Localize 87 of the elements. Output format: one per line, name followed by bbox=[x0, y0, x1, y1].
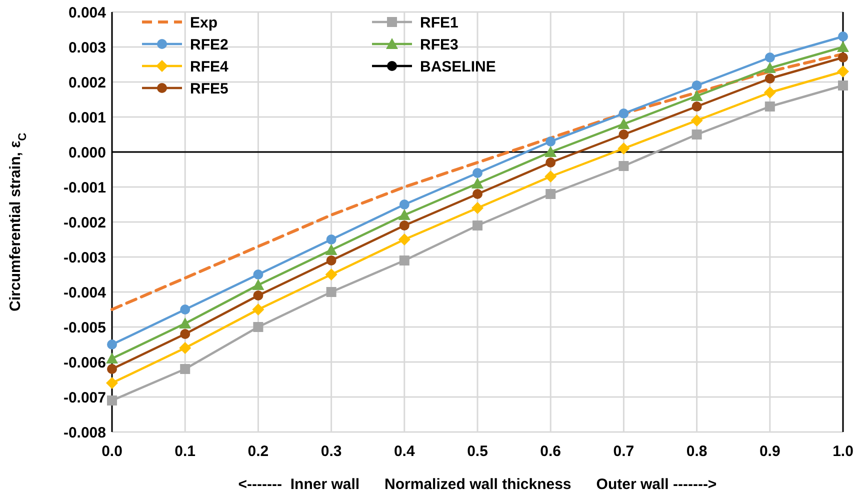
y-tick-label: 0.003 bbox=[68, 39, 106, 56]
point bbox=[692, 130, 702, 140]
point bbox=[544, 146, 557, 157]
point bbox=[398, 234, 410, 246]
point bbox=[692, 102, 702, 112]
y-tick-label: -0.007 bbox=[63, 389, 106, 406]
legend-label: BASELINE bbox=[420, 58, 496, 76]
x-tick-label: 0.4 bbox=[394, 443, 416, 460]
point bbox=[618, 118, 630, 129]
point bbox=[690, 90, 703, 101]
y-tick-label: 0.001 bbox=[68, 109, 106, 126]
point bbox=[764, 74, 775, 84]
y-tick-label: -0.008 bbox=[63, 424, 106, 442]
point bbox=[544, 170, 557, 182]
legend-label: RFE4 bbox=[190, 58, 229, 76]
point bbox=[837, 41, 849, 52]
point bbox=[180, 329, 190, 339]
point bbox=[472, 202, 484, 214]
point bbox=[180, 304, 190, 314]
point bbox=[252, 279, 264, 290]
y-tick-label: -0.002 bbox=[63, 214, 106, 232]
x-tick-label: 0.5 bbox=[467, 443, 488, 460]
x-tick-label: 0.8 bbox=[686, 443, 708, 460]
point bbox=[107, 340, 117, 350]
y-tick-label: -0.003 bbox=[63, 249, 106, 266]
point bbox=[398, 209, 410, 220]
point bbox=[472, 189, 482, 199]
point bbox=[180, 364, 190, 374]
point bbox=[252, 304, 264, 316]
point bbox=[179, 318, 192, 328]
point bbox=[618, 142, 630, 154]
x-tick-label: 0.9 bbox=[759, 443, 780, 460]
point bbox=[325, 244, 338, 255]
point bbox=[107, 396, 117, 406]
point bbox=[472, 168, 482, 178]
legend-label: Exp bbox=[190, 14, 218, 32]
point bbox=[326, 234, 336, 244]
x-tick-label: 0.1 bbox=[174, 443, 196, 460]
y-tick-label: -0.004 bbox=[63, 284, 107, 302]
point bbox=[546, 136, 556, 146]
point bbox=[838, 32, 848, 42]
point bbox=[253, 322, 264, 332]
point bbox=[179, 342, 192, 354]
point bbox=[399, 200, 410, 210]
legend-label: RFE1 bbox=[420, 14, 458, 32]
x-tick-label: 0.3 bbox=[320, 443, 342, 460]
y-tick-label: 0.000 bbox=[68, 144, 106, 162]
point bbox=[106, 377, 118, 389]
x-tick-label: 0.7 bbox=[613, 443, 634, 460]
x-tick-label: 0.6 bbox=[540, 443, 562, 460]
point bbox=[326, 287, 336, 297]
x-tick-label: 1.0 bbox=[832, 443, 854, 460]
point bbox=[107, 364, 117, 374]
y-tick-label: -0.006 bbox=[63, 354, 106, 372]
point bbox=[472, 220, 482, 230]
point bbox=[472, 178, 484, 188]
legend-label: RFE2 bbox=[190, 36, 228, 54]
point bbox=[692, 80, 702, 90]
y-tick-label: 0.002 bbox=[68, 74, 106, 92]
point bbox=[838, 52, 848, 62]
y-tick-label: -0.001 bbox=[63, 179, 106, 196]
point bbox=[546, 189, 556, 199]
point bbox=[253, 270, 264, 280]
point bbox=[546, 158, 556, 168]
point bbox=[764, 52, 775, 62]
point bbox=[253, 290, 264, 300]
y-tick-label: 0.004 bbox=[68, 4, 107, 22]
point bbox=[837, 66, 849, 78]
point bbox=[325, 268, 338, 280]
point bbox=[764, 62, 776, 73]
x-tick-label: 0.0 bbox=[102, 443, 122, 460]
point bbox=[618, 130, 629, 140]
point bbox=[326, 256, 336, 266]
point bbox=[690, 114, 703, 126]
point bbox=[838, 80, 848, 90]
point bbox=[106, 352, 118, 364]
y-tick-label: -0.005 bbox=[63, 319, 106, 336]
point bbox=[399, 220, 410, 230]
point bbox=[618, 161, 629, 171]
point bbox=[764, 102, 775, 112]
point bbox=[618, 108, 629, 118]
x-tick-label: 0.2 bbox=[248, 443, 269, 460]
point bbox=[764, 86, 776, 98]
legend-label: RFE5 bbox=[190, 80, 228, 98]
legend-label: RFE3 bbox=[420, 36, 458, 54]
x-axis-title: <------- Inner wall Normalized wall thickness Outer wall -------> bbox=[238, 476, 717, 493]
point bbox=[399, 256, 410, 266]
